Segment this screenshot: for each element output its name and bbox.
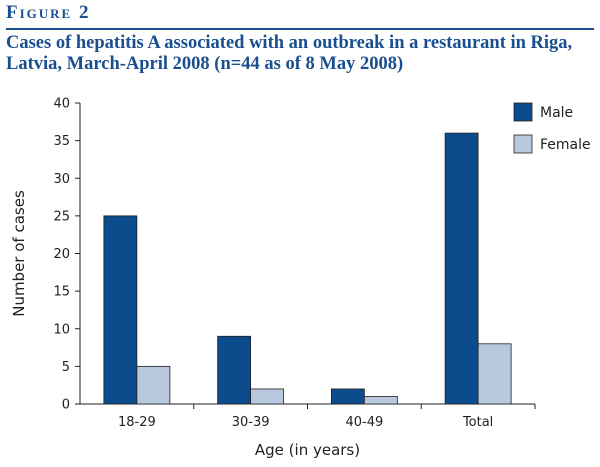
x-tick-label: 40-49: [345, 415, 383, 430]
y-axis-title: Number of cases: [10, 190, 28, 317]
chart-bars: [103, 132, 512, 405]
y-tick-label: 40: [53, 97, 70, 112]
bar-male-18-29: [103, 215, 138, 405]
chart-legend: Male Female: [513, 102, 591, 154]
y-tick-label: 35: [53, 134, 70, 149]
bar-female-18-29: [136, 365, 171, 405]
chart-axes: 0 5 10 15 20 25 30 35 40 18-29 30-39 40-49 Total: [53, 97, 536, 430]
legend-swatch-male: [513, 102, 533, 122]
bar-male-total: [444, 132, 479, 405]
bar-female-total: [477, 343, 512, 405]
bar-female-40-49: [363, 396, 398, 405]
legend-label-female: Female: [540, 137, 591, 153]
y-tick-label: 5: [62, 360, 70, 375]
title-rule: [6, 28, 594, 30]
bar-female-30-39: [250, 388, 285, 405]
figure-label: Figure 2: [6, 2, 91, 23]
legend-label-male: Male: [540, 105, 573, 121]
y-tick-label: 30: [53, 172, 70, 187]
y-tick-label: 15: [53, 285, 70, 300]
x-tick-label: 30-39: [232, 415, 270, 430]
x-tick-label: Total: [462, 415, 493, 430]
x-axis-title: Age (in years): [255, 441, 360, 459]
y-tick-label: 10: [53, 322, 70, 337]
figure-caption: Cases of hepatitis A associated with an …: [6, 33, 573, 74]
x-tick-label: 18-29: [118, 415, 156, 430]
y-tick-label: 25: [53, 209, 70, 224]
bar-male-40-49: [330, 388, 365, 405]
bar-male-30-39: [217, 335, 252, 405]
y-tick-label: 20: [53, 247, 70, 262]
y-tick-label: 0: [62, 398, 70, 413]
legend-swatch-female: [513, 134, 533, 154]
